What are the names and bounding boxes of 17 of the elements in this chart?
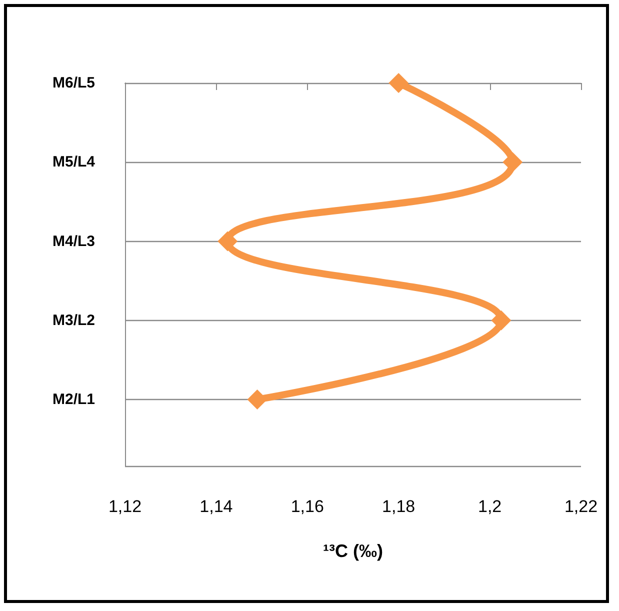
point [247,390,268,410]
x-tick-label: 1,16 [290,497,324,516]
x-tick-label: 1,2 [478,497,502,516]
y-tick-label: M3/L2 [52,312,95,329]
x-tick-label: 1,18 [382,497,416,516]
y-tick-label: M6/L5 [52,74,95,92]
x-tick-label: 1,22 [564,497,598,516]
point [388,73,409,93]
point [502,152,523,172]
point [491,310,512,330]
y-tick-label: M5/L4 [52,154,96,171]
x-tick-label: 1,12 [108,497,142,516]
point [218,231,238,252]
y-tick-label: M2/L1 [52,391,95,408]
x-axis-title: ¹³C (‰) [323,541,383,561]
x-tick-label: 1,14 [200,497,233,516]
y-tick-label: M4/L3 [52,232,95,250]
